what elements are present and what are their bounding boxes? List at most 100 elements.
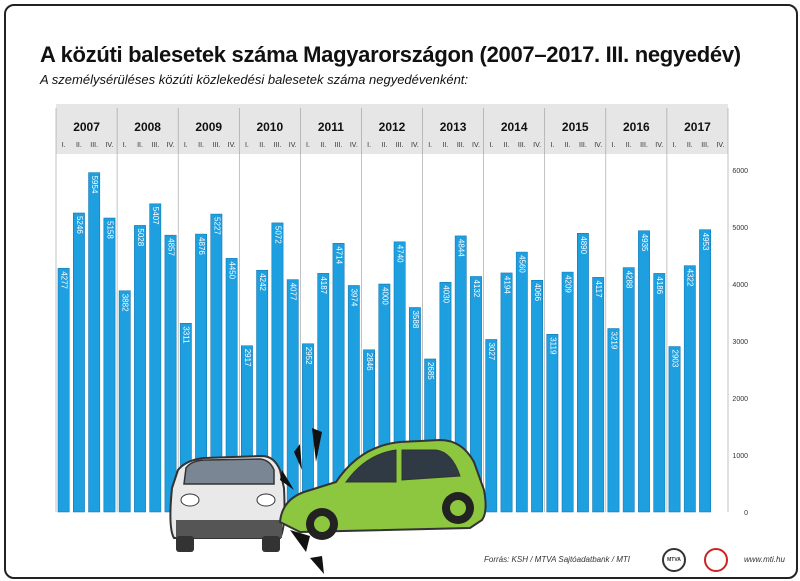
bar-value-label: 4000 — [380, 287, 389, 305]
year-label: 2013 — [440, 120, 467, 134]
bar-value-label: 3588 — [411, 310, 420, 328]
bar-value-label: 4740 — [396, 245, 405, 263]
bar-value-label: 3027 — [487, 342, 496, 360]
bar-value-label: 4277 — [60, 271, 69, 289]
impact-lines — [290, 530, 324, 574]
green-car-hubcap — [450, 500, 466, 516]
quarter-label: III. — [335, 142, 343, 149]
bar-value-label: 5158 — [105, 221, 114, 239]
impact-lines — [280, 428, 322, 490]
year-label: 2009 — [195, 120, 222, 134]
green-car-hubcap — [314, 516, 330, 532]
bar — [317, 273, 330, 513]
bar-value-label: 5246 — [75, 216, 84, 234]
bar-value-label: 4857 — [166, 238, 175, 256]
white-car-headlight — [180, 493, 200, 507]
bar-value-label: 3219 — [609, 332, 618, 350]
quarter-label: I. — [428, 142, 432, 149]
quarter-label: III. — [151, 142, 159, 149]
bar-value-label: 2846 — [365, 353, 374, 371]
year-label: 2016 — [623, 120, 650, 134]
bar-value-label: 4186 — [655, 276, 664, 294]
bar-value-label: 5227 — [212, 217, 221, 235]
bar-value-label: 3974 — [350, 288, 359, 306]
bar-value-label: 4844 — [457, 239, 466, 257]
year-header-band — [56, 104, 728, 154]
quarter-label: III. — [457, 142, 465, 149]
white-car-headlight — [256, 493, 276, 507]
mti-logo — [704, 548, 728, 572]
y-tick-label: 6000 — [732, 168, 748, 175]
quarter-label: III. — [518, 142, 526, 149]
quarter-label: II. — [565, 142, 571, 149]
bar-value-label: 3882 — [121, 294, 130, 312]
bar-value-label: 4714 — [334, 246, 343, 264]
bar-value-label: 5028 — [136, 228, 145, 246]
bar — [515, 251, 528, 513]
white-car-illustration — [169, 454, 286, 552]
white-car-wheel — [262, 536, 280, 552]
quarter-label: III. — [274, 142, 282, 149]
bar — [668, 346, 681, 513]
quarter-label: I. — [612, 142, 616, 149]
y-tick-label: 1000 — [732, 453, 748, 460]
bar-value-label: 4935 — [640, 234, 649, 252]
quarter-label: I. — [489, 142, 493, 149]
quarter-label: IV. — [105, 142, 113, 149]
chart-title: A közúti balesetek száma Magyarországon … — [40, 42, 741, 67]
bar-value-label: 4322 — [686, 269, 695, 287]
bar — [73, 212, 85, 513]
quarter-label: IV. — [655, 142, 663, 149]
bar-value-label: 4242 — [258, 273, 267, 291]
bar — [149, 203, 162, 513]
quarter-label: II. — [137, 142, 143, 149]
bar-value-label: 5407 — [151, 207, 160, 225]
bar-value-label: 4890 — [579, 236, 588, 254]
bar — [531, 279, 543, 513]
quarter-label: IV. — [350, 142, 358, 149]
bar — [546, 333, 559, 513]
source-credit: Forrás: KSH / MTVA Sajtóadatbank / MTI — [484, 555, 630, 564]
bar — [134, 225, 146, 513]
quarter-label: I. — [306, 142, 310, 149]
bar — [653, 273, 666, 513]
bar — [607, 328, 620, 513]
bar-value-label: 4876 — [197, 237, 206, 255]
quarter-label: I. — [62, 142, 66, 149]
bar — [118, 290, 131, 513]
quarter-label: I. — [550, 142, 554, 149]
impact-marks — [280, 428, 324, 574]
bar-value-label: 4209 — [564, 275, 573, 293]
green-car-windows — [345, 449, 461, 483]
y-tick-label: 3000 — [732, 339, 748, 346]
quarter-label: III. — [212, 142, 220, 149]
bar-value-label: 4953 — [701, 233, 710, 251]
bar-value-label: 3311 — [182, 326, 191, 344]
quarter-label: III. — [90, 142, 98, 149]
quarter-label: I. — [245, 142, 249, 149]
year-label: 2008 — [134, 120, 161, 134]
quarter-label: II. — [198, 142, 204, 149]
bar — [699, 229, 711, 513]
mtva-logo: MTVA — [662, 548, 686, 572]
year-label: 2011 — [318, 120, 344, 134]
bar-value-label: 4560 — [518, 255, 527, 273]
year-label: 2014 — [501, 120, 528, 134]
year-label: 2015 — [562, 120, 589, 134]
green-car-illustration — [278, 438, 487, 540]
quarter-label: IV. — [533, 142, 541, 149]
bar — [592, 277, 605, 513]
quarter-label: III. — [396, 142, 404, 149]
quarter-label: IV. — [716, 142, 724, 149]
bar — [622, 267, 635, 513]
bar-value-label: 2685 — [426, 362, 435, 380]
quarter-label: II. — [504, 142, 510, 149]
bar-value-label: 4030 — [441, 285, 450, 303]
y-tick-label: 4000 — [732, 282, 748, 289]
quarter-label: IV. — [594, 142, 602, 149]
quarter-label: IV. — [228, 142, 236, 149]
white-car-wheel — [176, 536, 194, 552]
bar — [577, 233, 589, 513]
quarter-label: II. — [320, 142, 326, 149]
